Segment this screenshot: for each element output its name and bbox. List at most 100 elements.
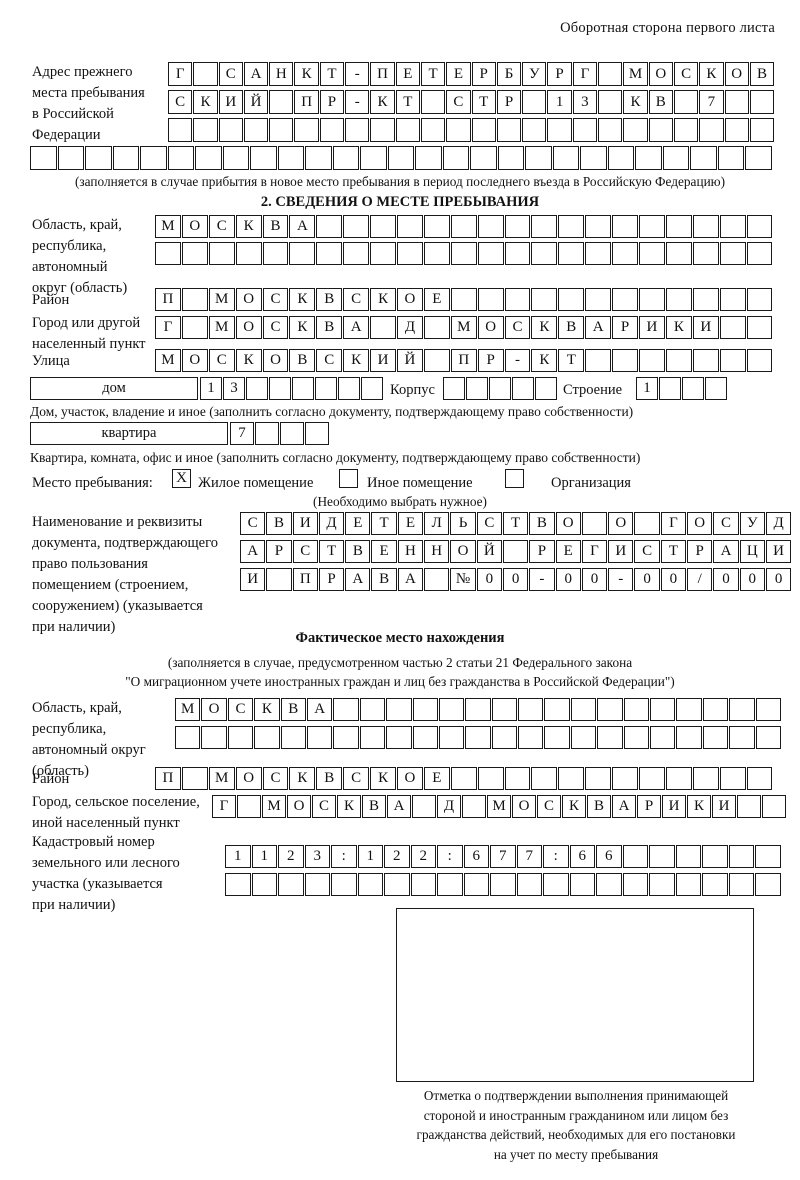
form-cell[interactable]: В xyxy=(316,288,343,311)
form-cell[interactable]: 3 xyxy=(223,377,245,400)
form-cell[interactable]: Н xyxy=(269,62,294,86)
form-cell[interactable] xyxy=(755,698,781,721)
form-cell[interactable] xyxy=(504,215,531,238)
form-cell[interactable]: Р xyxy=(318,568,345,591)
form-cell[interactable]: П xyxy=(294,90,319,114)
form-cell[interactable] xyxy=(181,316,208,339)
form-cell[interactable] xyxy=(518,698,544,721)
form-cell[interactable] xyxy=(598,62,623,86)
form-cell[interactable] xyxy=(277,146,304,170)
stroenie-cells[interactable]: 1 xyxy=(636,377,727,400)
form-cell[interactable]: - xyxy=(345,90,370,114)
form-cell[interactable]: П xyxy=(155,767,181,790)
form-cell[interactable]: А xyxy=(713,540,739,563)
form-cell[interactable] xyxy=(612,349,639,372)
form-cell[interactable] xyxy=(450,767,477,790)
form-cell[interactable]: В xyxy=(345,540,371,563)
form-cell[interactable]: И xyxy=(765,540,792,563)
form-cell[interactable] xyxy=(316,242,343,265)
form-cell[interactable]: Р xyxy=(529,540,555,563)
form-cell[interactable]: С xyxy=(634,540,660,563)
form-cell[interactable] xyxy=(332,146,359,170)
form-cell[interactable]: Е xyxy=(423,288,450,311)
form-cell[interactable]: Е xyxy=(423,767,450,790)
form-cell[interactable]: В xyxy=(362,795,386,818)
form-cell[interactable]: И xyxy=(608,540,634,563)
form-cell[interactable]: К xyxy=(623,90,648,114)
form-cell[interactable] xyxy=(30,146,57,170)
form-cell[interactable]: Г xyxy=(572,62,598,86)
form-cell[interactable] xyxy=(531,215,558,238)
form-cell[interactable] xyxy=(762,795,786,818)
form-cell[interactable]: О xyxy=(201,698,227,721)
form-cell[interactable] xyxy=(438,726,465,749)
form-cell[interactable]: - xyxy=(504,349,531,372)
form-cell[interactable] xyxy=(490,873,516,896)
form-cell[interactable]: 0 xyxy=(660,568,687,591)
form-cell[interactable]: И xyxy=(370,349,397,372)
form-cell[interactable]: У xyxy=(739,512,765,535)
form-cell[interactable]: 1 xyxy=(225,845,251,868)
form-cell[interactable] xyxy=(504,288,531,311)
form-cell[interactable] xyxy=(755,726,781,749)
form-cell[interactable] xyxy=(692,288,719,311)
form-cell[interactable]: 2 xyxy=(410,845,436,868)
form-cell[interactable] xyxy=(659,377,681,400)
form-cell[interactable] xyxy=(522,118,547,142)
form-cell[interactable] xyxy=(745,146,772,170)
form-cell[interactable]: Й xyxy=(476,540,502,563)
form-cell[interactable]: Т xyxy=(319,62,345,86)
form-cell[interactable] xyxy=(622,873,648,896)
form-cell[interactable] xyxy=(690,146,717,170)
form-cell[interactable] xyxy=(181,288,208,311)
form-cell[interactable] xyxy=(585,215,612,238)
form-cell[interactable]: П xyxy=(450,349,477,372)
form-cell[interactable] xyxy=(570,726,597,749)
form-cell[interactable] xyxy=(699,118,724,142)
form-cell[interactable] xyxy=(269,118,294,142)
form-cell[interactable]: К xyxy=(370,288,397,311)
form-cell[interactable]: С xyxy=(227,698,254,721)
form-cell[interactable] xyxy=(201,726,227,749)
form-cell[interactable]: Е xyxy=(395,62,420,86)
form-cell[interactable] xyxy=(193,118,218,142)
form-cell[interactable] xyxy=(597,698,623,721)
form-cell[interactable] xyxy=(343,215,370,238)
form-cell[interactable]: В xyxy=(529,512,555,535)
form-cell[interactable]: С xyxy=(476,512,502,535)
form-cell[interactable]: В xyxy=(316,767,343,790)
form-cell[interactable] xyxy=(412,698,438,721)
form-cell[interactable]: И xyxy=(292,512,318,535)
form-cell[interactable] xyxy=(522,90,547,114)
form-cell[interactable] xyxy=(57,146,84,170)
form-cell[interactable]: И xyxy=(712,795,736,818)
form-cell[interactable] xyxy=(280,726,306,749)
form-cell[interactable]: К xyxy=(289,316,316,339)
form-cell[interactable] xyxy=(489,377,511,400)
form-cell[interactable] xyxy=(294,118,319,142)
form-cell[interactable] xyxy=(570,698,597,721)
form-cell[interactable]: В xyxy=(266,512,292,535)
form-cell[interactable] xyxy=(746,215,773,238)
form-cell[interactable]: Т xyxy=(558,349,585,372)
form-cell[interactable] xyxy=(255,422,279,445)
form-cell[interactable]: Т xyxy=(395,90,420,114)
form-cell[interactable]: 0 xyxy=(739,568,765,591)
form-cell[interactable] xyxy=(361,377,383,400)
form-cell[interactable]: С xyxy=(537,795,561,818)
form-cell[interactable] xyxy=(384,873,410,896)
form-cell[interactable]: Е xyxy=(345,512,371,535)
form-cell[interactable]: О xyxy=(235,767,262,790)
form-cell[interactable]: Г xyxy=(155,316,181,339)
form-cell[interactable] xyxy=(423,349,450,372)
form-cell[interactable]: М xyxy=(450,316,477,339)
form-cell[interactable] xyxy=(746,767,773,790)
form-cell[interactable]: Р xyxy=(547,62,572,86)
form-cell[interactable] xyxy=(155,242,181,265)
form-cell[interactable]: О xyxy=(397,288,423,311)
form-cell[interactable]: Р xyxy=(612,316,639,339)
form-cell[interactable] xyxy=(278,873,304,896)
form-cell[interactable]: Е xyxy=(555,540,581,563)
form-cell[interactable] xyxy=(719,242,746,265)
